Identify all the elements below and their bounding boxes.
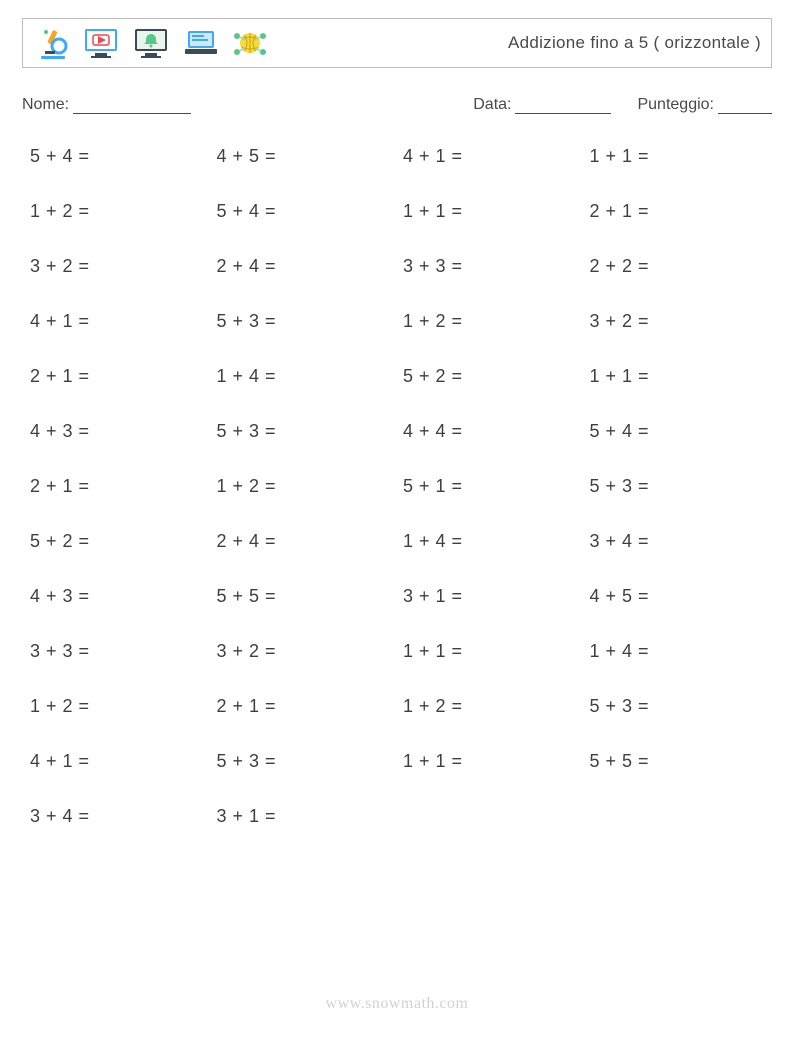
header-box: Addizione fino a 5 ( orizzontale ) (22, 18, 772, 68)
date-field: Data: (473, 96, 611, 114)
problem-cell: 1 + 1 = (590, 146, 765, 167)
problem-cell: 4 + 1 = (403, 146, 578, 167)
problem-cell: 5 + 3 = (217, 421, 392, 442)
problem-cell: 1 + 1 = (403, 201, 578, 222)
problem-cell: 3 + 2 = (217, 641, 392, 662)
problem-cell: 2 + 2 = (590, 256, 765, 277)
laptop-icon (183, 28, 219, 58)
problem-cell: 3 + 3 = (30, 641, 205, 662)
problem-cell: 5 + 5 = (590, 751, 765, 772)
problem-cell: 3 + 2 = (30, 256, 205, 277)
problem-cell: 5 + 4 = (217, 201, 392, 222)
problem-cell: 5 + 2 = (30, 531, 205, 552)
problem-cell: 1 + 4 = (217, 366, 392, 387)
problem-cell: 4 + 1 = (30, 751, 205, 772)
problem-cell: 3 + 4 = (30, 806, 205, 827)
problem-cell: 4 + 1 = (30, 311, 205, 332)
problem-cell: 5 + 4 = (590, 421, 765, 442)
problem-cell: 2 + 1 = (217, 696, 392, 717)
problem-cell (403, 806, 578, 827)
name-label: Nome: (22, 96, 69, 114)
problem-cell: 5 + 3 = (590, 476, 765, 497)
problem-cell: 2 + 1 = (590, 201, 765, 222)
globe-network-icon (233, 26, 267, 60)
problem-cell: 3 + 1 = (403, 586, 578, 607)
problem-cell: 5 + 3 = (217, 751, 392, 772)
problem-cell: 1 + 2 = (30, 201, 205, 222)
problem-cell: 5 + 1 = (403, 476, 578, 497)
problem-cell: 2 + 4 = (217, 256, 392, 277)
date-underline[interactable] (515, 96, 611, 114)
meta-row: Nome: Data: Punteggio: (22, 96, 772, 114)
problem-cell: 1 + 4 = (403, 531, 578, 552)
problem-cell: 5 + 5 = (217, 586, 392, 607)
problem-cell: 2 + 4 = (217, 531, 392, 552)
problem-cell: 3 + 3 = (403, 256, 578, 277)
problem-cell: 3 + 2 = (590, 311, 765, 332)
problem-cell: 5 + 3 = (590, 696, 765, 717)
problem-cell: 2 + 1 = (30, 476, 205, 497)
problem-cell: 5 + 4 = (30, 146, 205, 167)
problem-cell: 5 + 3 = (217, 311, 392, 332)
footer-watermark: www.snowmath.com (0, 995, 794, 1013)
problem-cell: 1 + 2 = (217, 476, 392, 497)
score-underline[interactable] (718, 96, 772, 114)
problem-cell (590, 806, 765, 827)
problem-cell: 1 + 2 = (30, 696, 205, 717)
problem-cell: 4 + 3 = (30, 421, 205, 442)
worksheet-title: Addizione fino a 5 ( orizzontale ) (508, 33, 761, 53)
problem-cell: 1 + 1 = (590, 366, 765, 387)
microscope-icon (37, 26, 69, 60)
problem-cell: 3 + 1 = (217, 806, 392, 827)
worksheet-page: Addizione fino a 5 ( orizzontale ) Nome:… (0, 0, 794, 827)
bell-monitor-icon (133, 26, 169, 60)
name-field: Nome: (22, 96, 191, 114)
problems-grid: 5 + 4 = 4 + 5 = 4 + 1 = 1 + 1 = 1 + 2 = 5 + 4… (22, 136, 772, 827)
problem-cell: 4 + 5 = (217, 146, 392, 167)
score-label: Punteggio: (637, 96, 714, 114)
problem-cell: 2 + 1 = (30, 366, 205, 387)
problem-cell: 1 + 1 = (403, 641, 578, 662)
problem-cell: 1 + 1 = (403, 751, 578, 772)
problem-cell: 4 + 5 = (590, 586, 765, 607)
problem-cell: 5 + 2 = (403, 366, 578, 387)
problem-cell: 4 + 3 = (30, 586, 205, 607)
header-icon-row (37, 26, 267, 60)
problem-cell: 4 + 4 = (403, 421, 578, 442)
video-monitor-icon (83, 26, 119, 60)
date-label: Data: (473, 96, 511, 114)
problem-cell: 1 + 2 = (403, 311, 578, 332)
name-underline[interactable] (73, 96, 191, 114)
problem-cell: 1 + 2 = (403, 696, 578, 717)
problem-cell: 3 + 4 = (590, 531, 765, 552)
score-field: Punteggio: (637, 96, 772, 114)
problem-cell: 1 + 4 = (590, 641, 765, 662)
meta-right: Data: Punteggio: (473, 96, 772, 114)
